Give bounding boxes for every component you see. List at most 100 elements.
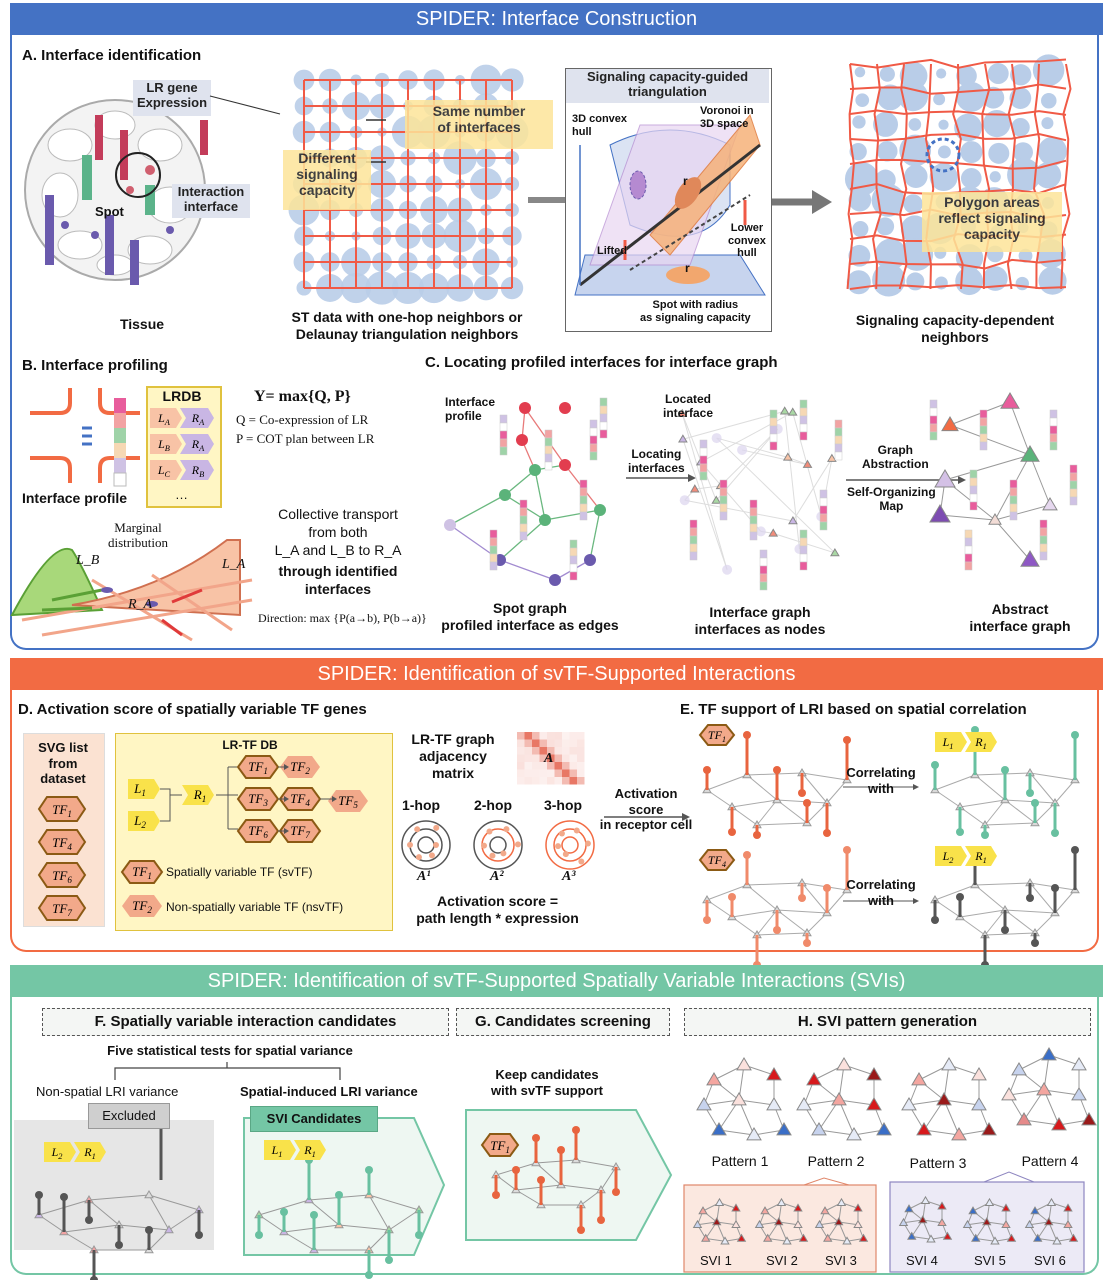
matrix-cell — [517, 732, 525, 740]
receptor-chevron — [965, 732, 997, 752]
lattice-edge — [801, 882, 828, 914]
triangle-node — [788, 515, 798, 525]
triangle-node — [698, 1206, 708, 1215]
voronoi-edge — [898, 63, 908, 290]
matrix-cell — [547, 732, 555, 740]
expression-dot — [1031, 939, 1039, 947]
tf-hexagon — [37, 895, 87, 921]
lattice-edge — [974, 882, 1031, 886]
profile-segment — [969, 469, 978, 479]
matrix-cell — [562, 769, 570, 777]
pattern-edge — [911, 1236, 932, 1240]
spot-edge — [499, 559, 556, 581]
profile-bar — [113, 398, 127, 487]
legend-nsvtf: Non-spatially variable TF (nsvTF) — [166, 900, 344, 914]
svg-text:TF3: TF3 — [248, 791, 268, 808]
caption-abstract-graph: Abstract interface graph — [969, 601, 1071, 634]
matrix-cell — [547, 754, 555, 762]
triangle-node — [866, 1097, 882, 1111]
pattern-3: Pattern 3 — [909, 1155, 967, 1171]
svg-text:TF7: TF7 — [52, 901, 72, 918]
matrix-cell — [554, 762, 562, 770]
profile-segment — [929, 407, 938, 417]
expression-dot — [931, 761, 939, 769]
triangle-node — [164, 1225, 174, 1234]
lattice-edge — [368, 1194, 390, 1231]
triangle-node — [1041, 1047, 1057, 1061]
triangle-node — [731, 1219, 741, 1228]
ligand-chevron — [935, 846, 967, 866]
profile-segment — [589, 451, 598, 461]
hop-ring — [473, 820, 523, 870]
label-spatial: Spatial-induced LRI variance — [240, 1084, 418, 1099]
interface-edge — [700, 411, 793, 463]
profile-segment — [979, 433, 988, 443]
matrix-cell — [577, 762, 585, 770]
section-b-title: B. Interface profiling — [22, 357, 168, 374]
triangle-node — [720, 1236, 730, 1245]
profile-segment — [759, 549, 768, 559]
hop-node — [584, 840, 591, 847]
matrix-cell — [524, 732, 532, 740]
profile-segment — [799, 423, 808, 433]
profile-segment — [799, 529, 808, 539]
lattice-edge — [746, 774, 778, 801]
lattice-edge — [1004, 799, 1056, 804]
section-e-title: E. TF support of LRI based on spatial co… — [680, 701, 1027, 718]
label-adjacency: LR-TF graph adjacency matrix — [411, 731, 495, 781]
profile-segment — [599, 429, 608, 439]
svi-2: SVI 2 — [766, 1253, 798, 1268]
expression-dot — [532, 1134, 540, 1142]
caption-capacity-neighbors: Signaling capacity-dependent neighbors — [855, 312, 1055, 345]
lattice-edge — [806, 802, 828, 824]
triangle-node — [779, 406, 790, 415]
pattern-1: Pattern 1 — [711, 1153, 769, 1169]
triangle-node — [876, 1122, 892, 1136]
profile-segment — [749, 515, 758, 525]
matrix-cell — [524, 754, 532, 762]
profile-segment — [699, 439, 708, 449]
triangle-node — [916, 1122, 932, 1136]
triangle-node — [942, 1231, 953, 1240]
svi-group-red — [683, 1184, 877, 1273]
triangle-node — [1020, 550, 1040, 567]
profile-segment — [964, 553, 973, 563]
arrow-locating — [626, 474, 696, 482]
pattern-edge — [922, 1219, 943, 1224]
tf-hexagon — [236, 819, 280, 843]
expression-dot — [743, 731, 751, 739]
matrix-cell — [577, 777, 585, 785]
pattern-edge — [1043, 1089, 1060, 1126]
expression-dot — [1071, 846, 1079, 854]
receptor-chevron — [180, 434, 214, 454]
expression-dot — [1026, 789, 1034, 797]
triangle-node — [1001, 1203, 1011, 1212]
label-correlating-2: Correlating with — [846, 877, 916, 908]
hop-ring — [401, 820, 451, 870]
triangle-node — [834, 1217, 844, 1226]
graph-edge — [994, 504, 1051, 521]
pattern-edge — [975, 1238, 996, 1242]
profile-segment — [759, 557, 768, 567]
triangle-node — [736, 1233, 747, 1242]
lattice-edge — [756, 822, 808, 826]
lattice-edge — [338, 1224, 390, 1231]
profile-segment — [1049, 417, 1058, 427]
legend-svtf: Spatially variable TF (svTF) — [166, 865, 313, 879]
triangle-node — [934, 469, 956, 488]
profile-segment — [489, 545, 498, 555]
spot-node — [594, 504, 606, 516]
profile-segment — [1069, 464, 1078, 474]
faded-node — [711, 433, 722, 444]
matrix-cell — [554, 754, 562, 762]
profile-segment — [819, 505, 828, 515]
lattice-edge — [776, 799, 808, 824]
profile-segment — [1069, 488, 1078, 498]
lattice-edge — [806, 912, 828, 934]
ligand-chevron — [150, 460, 182, 480]
svg-text:TF7: TF7 — [290, 823, 310, 840]
expression-dot — [280, 1208, 288, 1216]
triangle-node — [776, 1197, 787, 1206]
lrdb-ellipsis: … — [175, 487, 188, 502]
profile-segment — [1009, 479, 1018, 489]
